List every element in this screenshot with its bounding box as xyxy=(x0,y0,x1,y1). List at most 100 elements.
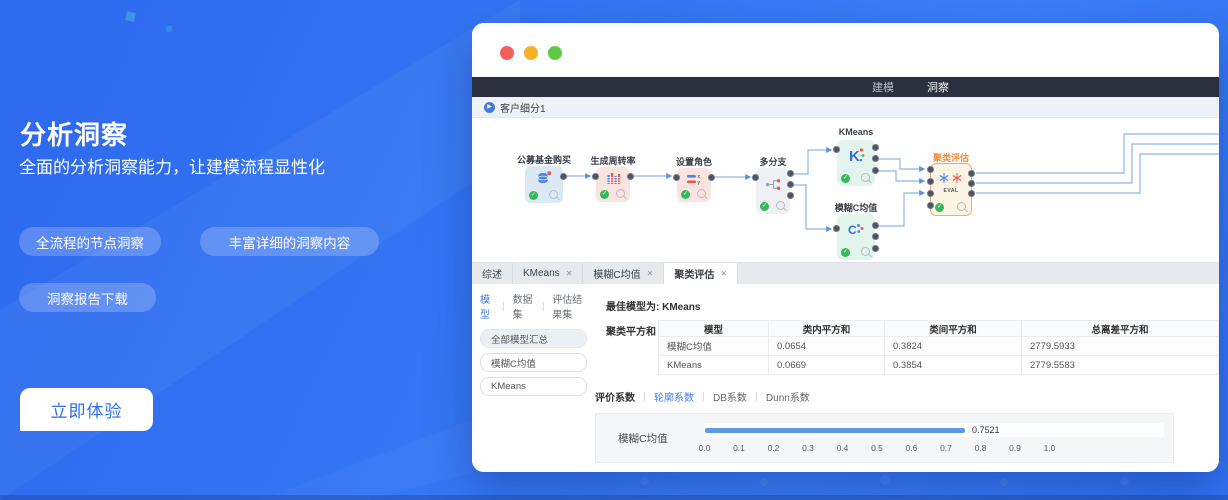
view-tab-eval-results[interactable]: 评估结果集 xyxy=(552,295,583,321)
evaluation-main: 最佳模型为: KMeans 聚类平方和 模型 类内平方和 类间平方和 总离差平方… xyxy=(591,284,1219,472)
svg-text:x: x xyxy=(698,174,701,180)
tab-overview[interactable]: 综述 xyxy=(472,263,513,284)
cell-total-ss: 2779.5583 xyxy=(1021,355,1219,375)
model-list-item-all[interactable]: 全部模型汇总 xyxy=(480,329,587,348)
project-name: 客户细分1 xyxy=(500,103,546,115)
eval-node-caption: EVAL xyxy=(943,188,959,194)
table-row: KMeans 0.0669 0.3854 2779.5583 xyxy=(658,355,1219,375)
tick-label: 0.8 xyxy=(974,443,987,453)
close-tab-icon[interactable]: ✕ xyxy=(565,269,573,278)
node-label: 多分支 xyxy=(759,157,787,167)
input-port[interactable] xyxy=(673,174,680,181)
coef-tab-silhouette[interactable]: 轮廓系数 xyxy=(654,393,694,404)
histogram-icon xyxy=(596,172,630,185)
output-port[interactable] xyxy=(968,180,975,187)
tab-fuzzy-cmeans[interactable]: 模糊C均值 ✕ xyxy=(583,263,665,284)
view-tab-model[interactable]: 模型 xyxy=(480,295,490,321)
bar-value-label: 0.7521 xyxy=(972,425,1000,435)
success-check-icon: ✓ xyxy=(600,190,609,199)
output-port[interactable] xyxy=(787,181,794,188)
inspect-magnifier-icon[interactable] xyxy=(549,190,558,199)
output-port[interactable] xyxy=(627,173,634,180)
output-port[interactable] xyxy=(872,167,879,174)
tab-kmeans[interactable]: KMeans ✕ xyxy=(513,263,584,284)
coefficient-caption: 评价系数 xyxy=(595,393,635,404)
run-icon[interactable]: ▶ xyxy=(484,101,495,113)
model-list-item-kmeans[interactable]: KMeans xyxy=(480,377,587,396)
inspect-magnifier-icon[interactable] xyxy=(616,189,625,198)
node-set-roles[interactable]: 设置角色 x y ✓ xyxy=(673,157,715,202)
svg-text:K: K xyxy=(849,148,860,165)
output-port[interactable] xyxy=(787,192,794,199)
input-port[interactable] xyxy=(752,174,759,181)
node-label: 聚类评估 xyxy=(932,153,970,163)
close-tab-icon[interactable]: ✕ xyxy=(646,269,654,278)
node-turnover-rate[interactable]: 生成周转率 ✓ xyxy=(590,156,636,202)
input-port[interactable] xyxy=(927,190,934,197)
inspect-magnifier-icon[interactable] xyxy=(861,247,870,256)
database-icon xyxy=(525,171,563,186)
model-list-item-fcm[interactable]: 模糊C均值 xyxy=(480,353,587,372)
output-port[interactable] xyxy=(708,174,715,181)
close-tab-icon[interactable]: ✕ xyxy=(720,269,728,278)
node-fund-purchase[interactable]: 公募基金购买 ✓ xyxy=(517,155,571,203)
view-tabs: 模型 数据集 评估结果集 xyxy=(480,291,587,321)
divider xyxy=(703,392,704,401)
input-port[interactable] xyxy=(833,146,840,153)
maximize-window-icon[interactable] xyxy=(548,46,562,60)
minimize-window-icon[interactable] xyxy=(524,46,538,60)
try-now-button[interactable]: 立即体验 xyxy=(20,388,153,431)
bar-value xyxy=(705,427,965,433)
cell-model: 模糊C均值 xyxy=(658,336,769,356)
app-window: 建模 洞察 ▶ 客户细分1 xyxy=(472,23,1219,472)
branch-icon xyxy=(756,177,790,192)
cell-within-ss: 0.0669 xyxy=(768,355,885,375)
input-port[interactable] xyxy=(833,225,840,232)
input-port[interactable] xyxy=(927,166,934,173)
input-port[interactable] xyxy=(592,173,599,180)
project-bar: ▶ 客户细分1 xyxy=(472,97,1219,118)
node-fuzzy-cmeans[interactable]: 模糊C均值 C ✓ xyxy=(833,203,879,260)
feature-chip-node-insight: 全流程的节点洞察 xyxy=(19,227,161,256)
input-port[interactable] xyxy=(927,202,934,209)
success-check-icon: ✓ xyxy=(529,191,538,200)
output-port[interactable] xyxy=(968,170,975,177)
tick-label: 0.6 xyxy=(905,443,918,453)
success-check-icon: ✓ xyxy=(681,190,690,199)
output-port[interactable] xyxy=(872,233,879,240)
col-header: 类间平方和 xyxy=(884,320,1022,337)
output-port[interactable] xyxy=(968,190,975,197)
node-cluster-evaluation[interactable]: 聚类评估 EVAL xyxy=(927,153,975,216)
output-port[interactable] xyxy=(560,173,567,180)
inspector-panel: 模型 数据集 评估结果集 全部模型汇总 模糊C均值 KMeans 最佳模型为: … xyxy=(472,284,1219,472)
success-check-icon: ✓ xyxy=(841,248,850,257)
output-port[interactable] xyxy=(872,245,879,252)
table-row: 模糊C均值 0.0654 0.3824 2779.5933 xyxy=(658,336,1219,356)
cell-within-ss: 0.0654 xyxy=(768,336,885,356)
node-multi-branch[interactable]: 多分支 ✓ xyxy=(752,157,794,214)
coef-tab-db[interactable]: DB系数 xyxy=(713,393,747,404)
output-port[interactable] xyxy=(872,222,879,229)
tick-label: 0.5 xyxy=(871,443,883,453)
coef-tab-dunn[interactable]: Dunn系数 xyxy=(765,393,810,404)
close-window-icon[interactable] xyxy=(500,46,514,60)
table-header-row: 模型 类内平方和 类间平方和 总离差平方和 xyxy=(658,320,1219,337)
feature-chip-rich-content: 丰富详细的洞察内容 xyxy=(200,227,379,256)
workflow-canvas[interactable]: 公募基金购买 ✓ 生成周转率 xyxy=(472,118,1219,262)
menu-item-insight[interactable]: 洞察 xyxy=(927,82,949,94)
output-port[interactable] xyxy=(787,170,794,177)
output-port[interactable] xyxy=(872,144,879,151)
x-axis-ticks: 0.0 0.1 0.2 0.3 0.4 0.5 0.6 0.7 0.8 0.9 … xyxy=(695,443,1059,453)
output-port[interactable] xyxy=(872,155,879,162)
inspect-magnifier-icon[interactable] xyxy=(861,173,870,182)
divider xyxy=(502,301,504,311)
input-port[interactable] xyxy=(927,178,934,185)
inspect-magnifier-icon[interactable] xyxy=(697,189,706,198)
tab-cluster-evaluation[interactable]: 聚类评估 ✕ xyxy=(664,263,739,284)
inspect-magnifier-icon[interactable] xyxy=(957,202,966,211)
node-kmeans[interactable]: KMeans K ✓ xyxy=(833,127,879,186)
inspect-magnifier-icon[interactable] xyxy=(776,201,785,210)
menu-item-modeling[interactable]: 建模 xyxy=(872,82,894,94)
view-tab-dataset[interactable]: 数据集 xyxy=(512,295,533,321)
